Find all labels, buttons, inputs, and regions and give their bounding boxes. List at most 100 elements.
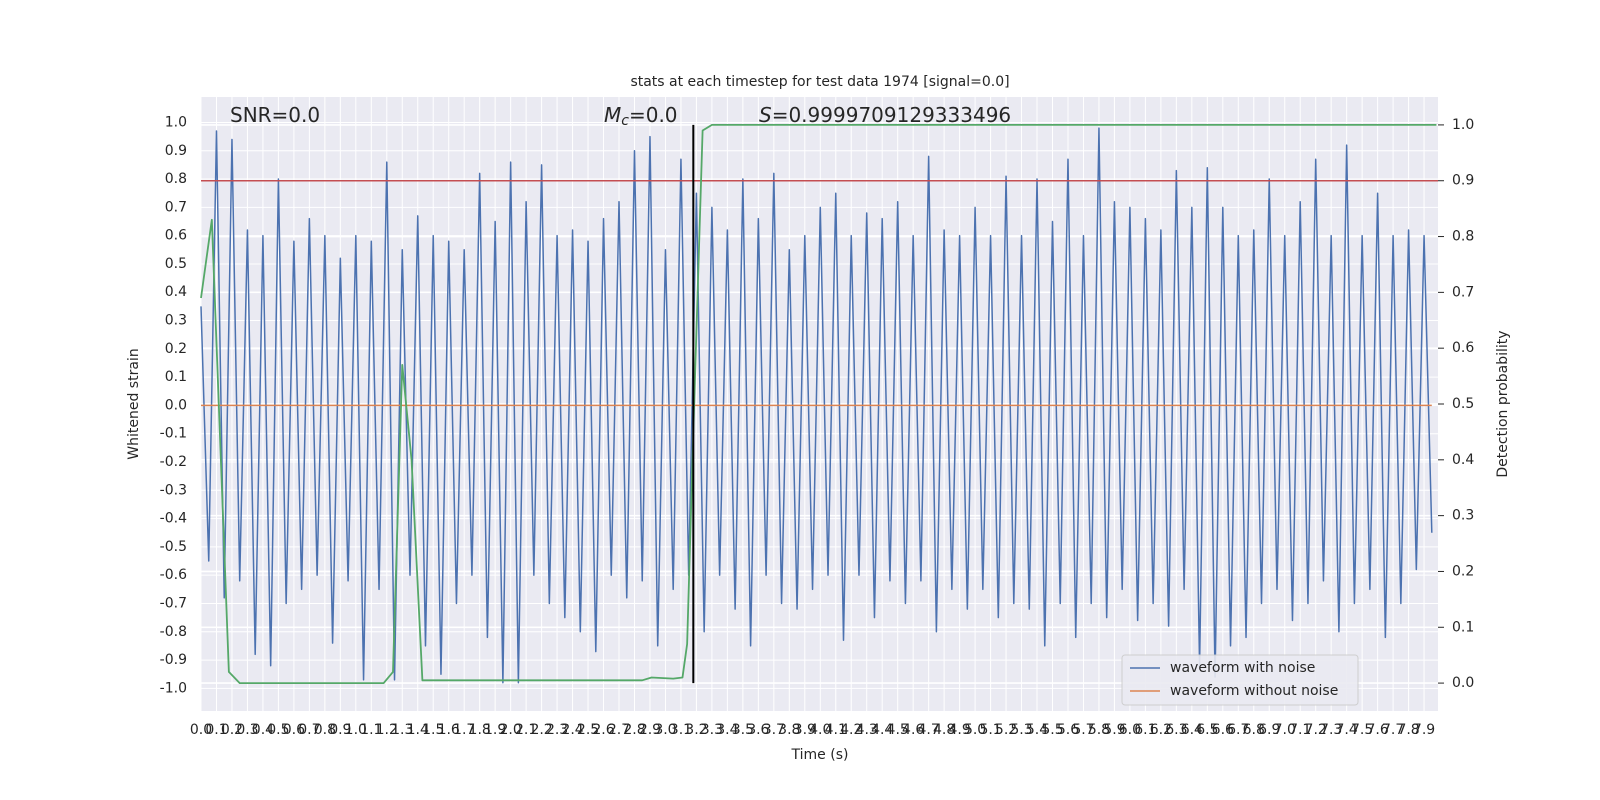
- x-tick-label: 0.2: [221, 722, 243, 738]
- x-tick-label: 1.0: [345, 722, 367, 738]
- y2-tick-label: 0.0: [1452, 675, 1474, 691]
- x-tick-label: 3.2: [685, 722, 707, 738]
- x-tick-label: 5.5: [1041, 722, 1063, 738]
- x-tick-label: 4.9: [948, 722, 970, 738]
- annotation-subscript: c: [621, 113, 629, 129]
- y2-tick-label: 1.0: [1452, 117, 1474, 133]
- x-tick-label: 1.8: [469, 722, 491, 738]
- y-tick-label: -0.8: [160, 624, 187, 640]
- x-tick-label: 5.4: [1026, 722, 1048, 738]
- y-tick-label: -0.7: [160, 595, 187, 611]
- x-tick-label: 1.3: [391, 722, 413, 738]
- annotation: S=0.9999709129333496: [759, 103, 1011, 127]
- x-tick-label: 1.9: [484, 722, 506, 738]
- x-tick-label: 5.8: [1088, 722, 1110, 738]
- x-tick-label: 4.2: [840, 722, 862, 738]
- x-tick-label: 6.6: [1212, 722, 1234, 738]
- y2-tick-label: 0.4: [1452, 452, 1474, 468]
- x-tick-label: 0.7: [298, 722, 320, 738]
- x-tick-label: 7.9: [1413, 722, 1435, 738]
- y-tick-label: -0.1: [160, 426, 187, 442]
- x-tick-label: 6.3: [1165, 722, 1187, 738]
- x-tick-label: 7.2: [1305, 722, 1327, 738]
- x-tick-label: 3.5: [732, 722, 754, 738]
- x-tick-label: 5.2: [995, 722, 1017, 738]
- x-tick-label: 3.6: [747, 722, 769, 738]
- chart-title: stats at each timestep for test data 197…: [630, 74, 1009, 90]
- x-tick-label: 2.3: [546, 722, 568, 738]
- y2-tick-label: 0.5: [1452, 396, 1474, 412]
- y2-tick-label: 0.1: [1452, 619, 1474, 635]
- x-tick-label: 3.9: [794, 722, 816, 738]
- x-tick-label: 1.1: [360, 722, 382, 738]
- y-tick-label: 0.4: [165, 284, 187, 300]
- x-tick-label: 6.4: [1181, 722, 1203, 738]
- legend-label: waveform without noise: [1170, 683, 1338, 699]
- y-tick-label: -1.0: [160, 680, 187, 696]
- x-tick-label: 0.1: [205, 722, 227, 738]
- x-tick-label: 4.1: [825, 722, 847, 738]
- x-tick-label: 6.2: [1150, 722, 1172, 738]
- x-tick-label: 1.2: [376, 722, 398, 738]
- y-tick-label: -0.3: [160, 482, 187, 498]
- x-tick-label: 6.7: [1227, 722, 1249, 738]
- probability-line: [200, 124, 1437, 684]
- x-tick-label: 2.9: [639, 722, 661, 738]
- annotation-text: =0.9999709129333496: [772, 103, 1011, 127]
- x-tick-label: 0.9: [329, 722, 351, 738]
- annotation-text: SNR=0.0: [230, 103, 320, 127]
- annotation-symbol: M: [604, 103, 621, 127]
- y-tick-label: 0.9: [165, 143, 187, 159]
- x-tick-label: 2.2: [530, 722, 552, 738]
- annotation-text: =0.0: [629, 103, 678, 127]
- y-tick-label: -0.9: [160, 652, 187, 668]
- x-tick-label: 5.3: [1010, 722, 1032, 738]
- x-tick-label: 3.0: [654, 722, 676, 738]
- y2-tick-label: 0.9: [1452, 173, 1474, 189]
- x-tick-label: 7.0: [1274, 722, 1296, 738]
- y-axis-label: Whitened strain: [126, 348, 142, 459]
- x-tick-label: 4.6: [902, 722, 924, 738]
- x-tick-label: 5.0: [964, 722, 986, 738]
- x-tick-label: 7.1: [1289, 722, 1311, 738]
- x-tick-label: 1.6: [438, 722, 460, 738]
- x-tick-label: 3.8: [778, 722, 800, 738]
- x-tick-label: 4.7: [918, 722, 940, 738]
- x-axis-label: Time (s): [791, 747, 849, 763]
- x-tick-label: 4.3: [856, 722, 878, 738]
- x-tick-label: 7.6: [1366, 722, 1388, 738]
- y-tick-label: -0.4: [160, 511, 187, 527]
- legend: [1121, 654, 1359, 706]
- y2-tick-label: 0.2: [1452, 563, 1474, 579]
- x-tick-label: 5.9: [1103, 722, 1125, 738]
- y2-tick-label: 0.6: [1452, 340, 1474, 356]
- x-tick-label: 2.7: [608, 722, 630, 738]
- y2-tick-label: 0.3: [1452, 508, 1474, 524]
- x-tick-label: 7.8: [1397, 722, 1419, 738]
- x-tick-label: 6.5: [1196, 722, 1218, 738]
- x-tick-label: 2.4: [561, 722, 583, 738]
- x-tick-label: 6.0: [1119, 722, 1141, 738]
- x-tick-label: 0.6: [283, 722, 305, 738]
- y2-tick-label: 0.7: [1452, 284, 1474, 300]
- y-tick-label: 0.0: [165, 397, 187, 413]
- y-tick-label: 0.5: [165, 256, 187, 272]
- x-tick-label: 7.4: [1336, 722, 1358, 738]
- x-tick-label: 0.4: [252, 722, 274, 738]
- x-tick-label: 0.5: [267, 722, 289, 738]
- x-tick-label: 1.4: [407, 722, 429, 738]
- y-tick-label: 0.8: [165, 171, 187, 187]
- x-tick-label: 5.6: [1057, 722, 1079, 738]
- y-tick-label: 0.2: [165, 341, 187, 357]
- x-tick-label: 6.1: [1134, 722, 1156, 738]
- y-tick-label: 0.3: [165, 313, 187, 329]
- annotation-symbol: S: [759, 103, 772, 127]
- y-tick-label: -0.6: [160, 567, 187, 583]
- x-tick-label: 6.9: [1258, 722, 1280, 738]
- legend-label: waveform with noise: [1170, 660, 1315, 676]
- y2-tick-label: 0.8: [1452, 229, 1474, 245]
- x-tick-label: 7.3: [1320, 722, 1342, 738]
- annotation: SNR=0.0: [230, 103, 320, 127]
